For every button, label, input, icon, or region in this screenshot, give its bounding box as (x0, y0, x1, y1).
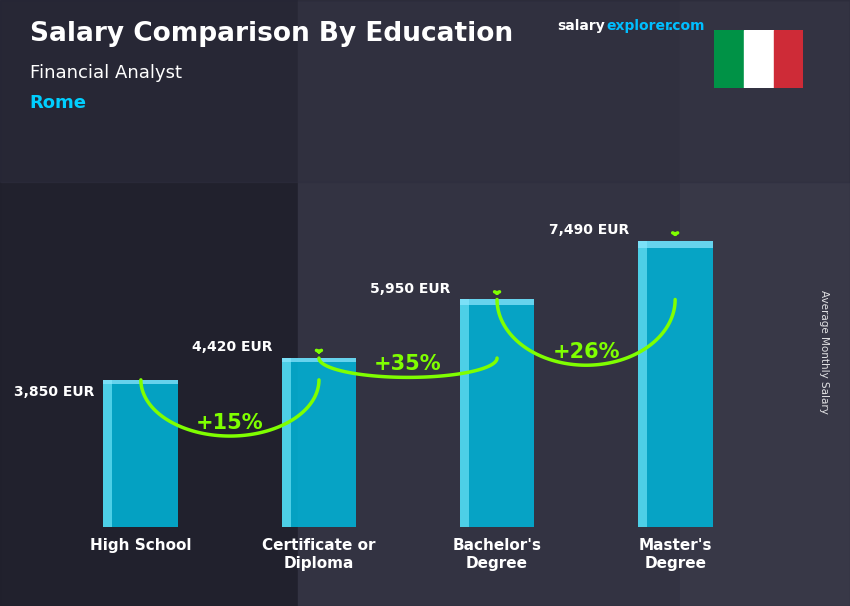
Text: Salary Comparison By Education: Salary Comparison By Education (30, 21, 513, 47)
Text: 7,490 EUR: 7,490 EUR (548, 223, 629, 237)
Text: 5,950 EUR: 5,950 EUR (371, 282, 451, 296)
Bar (104, 380, 178, 384)
Text: 4,420 EUR: 4,420 EUR (192, 340, 273, 355)
Text: salary: salary (557, 19, 604, 33)
Bar (0, 0, 298, 606)
FancyBboxPatch shape (104, 380, 178, 527)
Text: +26%: +26% (552, 342, 620, 362)
Bar (0, 0, 850, 182)
Bar (744, 30, 774, 88)
Bar (281, 358, 356, 362)
Text: explorer: explorer (606, 19, 672, 33)
Bar (680, 0, 850, 606)
Bar (298, 0, 680, 606)
Bar (460, 299, 535, 305)
Bar (281, 358, 291, 527)
Bar (104, 380, 112, 527)
Bar (774, 30, 803, 88)
Text: +35%: +35% (374, 355, 442, 375)
Bar (638, 241, 647, 527)
FancyBboxPatch shape (460, 299, 535, 527)
Text: .com: .com (668, 19, 706, 33)
Text: 3,850 EUR: 3,850 EUR (14, 385, 94, 399)
Bar (638, 241, 712, 248)
Text: Average Monthly Salary: Average Monthly Salary (819, 290, 829, 413)
Bar (714, 30, 744, 88)
FancyBboxPatch shape (638, 241, 712, 527)
Text: +15%: +15% (196, 413, 264, 433)
Bar (460, 299, 468, 527)
Text: Financial Analyst: Financial Analyst (30, 64, 182, 82)
FancyBboxPatch shape (281, 358, 356, 527)
Text: Rome: Rome (30, 94, 87, 112)
